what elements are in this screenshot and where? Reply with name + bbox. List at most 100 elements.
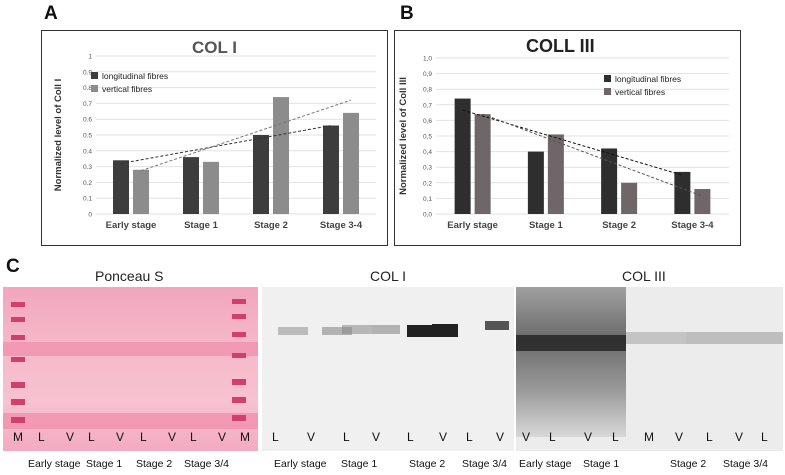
group-label: Stage 2: [136, 458, 173, 470]
y-tick-label: 1: [88, 54, 92, 61]
y-tick-label: 0,8: [423, 87, 432, 94]
lane-label: M: [644, 430, 654, 444]
legend-swatch: [604, 88, 611, 95]
panel-letter-b: B: [400, 3, 414, 24]
bar-vertical: [343, 112, 359, 214]
blot-ponceau-image: [3, 287, 258, 451]
group-label: Early stage: [28, 458, 81, 470]
x-tick-label: Stage 1: [529, 220, 564, 231]
group-label: Stage 3/4: [723, 458, 768, 470]
chart-b: 0,0 0,1 0,2 0,3 0,4 0,5 0,6 0,7 0,8 0,9 1,0 Early s…: [398, 56, 729, 231]
bar-vertical: [203, 161, 219, 214]
lane-label: V: [66, 430, 75, 444]
bar-vertical: [547, 134, 564, 214]
y-tick-label: 0.6: [83, 117, 92, 124]
group-label: Early stage: [274, 458, 327, 470]
y-tick-label: 0,9: [423, 71, 432, 78]
panel-letter-a: A: [44, 3, 58, 24]
y-tick-label: 0.5: [83, 133, 92, 140]
lane-label: M: [13, 430, 23, 444]
lane-label: V: [735, 430, 744, 444]
lane-label: L: [706, 430, 713, 444]
lane-label: V: [496, 430, 505, 444]
blot-col1-image: [262, 287, 514, 451]
legend-label: longitudinal fibres: [102, 71, 168, 81]
bar-vertical: [273, 97, 289, 214]
y-tick-label: 0,3: [423, 165, 432, 172]
blot-col3-image: [516, 287, 783, 451]
x-tick-label: Stage 1: [184, 220, 219, 231]
bar-vertical: [694, 189, 711, 214]
chart-b-title: COLL III: [526, 36, 595, 56]
trendline-vertical: [140, 99, 352, 172]
y-tick-label: 0.8: [83, 85, 92, 92]
bar-vertical: [133, 169, 149, 214]
bar-longitudinal: [113, 160, 129, 214]
bar-longitudinal: [527, 151, 544, 214]
bar-longitudinal: [183, 157, 199, 214]
lane-label: V: [116, 430, 125, 444]
group-label: Early stage: [519, 458, 572, 470]
lane-label: V: [584, 430, 593, 444]
x-tick-label: Stage 3-4: [320, 220, 363, 231]
group-label: Stage 2: [670, 458, 707, 470]
lane-label: V: [675, 430, 684, 444]
lane-label: L: [190, 430, 197, 444]
trendline-vertical: [482, 113, 703, 197]
y-tick-label: 0.1: [83, 196, 92, 203]
legend-label: vertical fibres: [102, 84, 152, 94]
y-tick-label: 0.2: [83, 180, 92, 187]
y-tick-label: 0: [88, 212, 92, 219]
lane-label: L: [272, 430, 279, 444]
group-label: Stage 2: [409, 458, 446, 470]
lane-label: L: [343, 430, 350, 444]
lane-label: M: [240, 430, 250, 444]
lane-label: V: [168, 430, 177, 444]
y-tick-label: 1,0: [423, 56, 432, 63]
group-label: Stage 1: [86, 458, 123, 470]
y-tick-label: 0.9: [83, 69, 92, 76]
y-axis-label: Normalized level of Coll I: [53, 79, 64, 191]
group-label: Stage 1: [341, 458, 378, 470]
y-tick-label: 0,1: [423, 196, 432, 203]
bar-longitudinal: [601, 148, 618, 214]
lane-label: L: [761, 430, 768, 444]
lane-label: L: [38, 430, 45, 444]
lane-label: L: [140, 430, 147, 444]
y-tick-label: 0.3: [83, 164, 92, 171]
y-tick-label: 0,2: [423, 180, 432, 187]
blot-ponceau-title: Ponceau S: [95, 268, 164, 284]
blot-col1-title: COL I: [370, 268, 407, 284]
y-tick-label: 0,4: [423, 149, 432, 156]
lane-label: V: [439, 430, 448, 444]
x-tick-label: Early stage: [447, 220, 498, 231]
group-label: Stage 3/4: [462, 458, 507, 470]
lane-label: V: [307, 430, 316, 444]
legend-label: longitudinal fibres: [615, 74, 681, 84]
bar-longitudinal: [323, 125, 339, 214]
y-tick-label: 0,5: [423, 134, 432, 141]
bar-vertical: [474, 114, 491, 214]
y-tick-label: 0.7: [83, 101, 92, 108]
lane-label: L: [407, 430, 414, 444]
bar-longitudinal: [674, 171, 691, 214]
y-tick-label: 0,0: [423, 212, 432, 219]
legend-swatch: [91, 85, 98, 92]
group-label: Stage 1: [583, 458, 620, 470]
y-tick-label: 0,7: [423, 102, 432, 109]
x-tick-label: Early stage: [106, 220, 157, 231]
blot-col3-title: COL III: [622, 268, 666, 284]
lane-label: V: [372, 430, 381, 444]
trendline-longitudinal: [120, 125, 332, 164]
group-label: Stage 3/4: [184, 458, 229, 470]
legend-swatch: [91, 72, 98, 79]
lane-label: V: [522, 430, 531, 444]
x-tick-label: Stage 2: [602, 220, 636, 231]
bar-longitudinal: [253, 135, 269, 214]
legend-swatch: [604, 75, 611, 82]
bar-longitudinal: [454, 98, 471, 214]
lane-label: L: [549, 430, 556, 444]
y-tick-label: 0,6: [423, 118, 432, 125]
lane-label: L: [88, 430, 95, 444]
chart-a: 0 0.1 0.2 0.3 0.4 0.5 0.6 0.7 0.8 0.9 1 Early stage…: [53, 54, 376, 231]
